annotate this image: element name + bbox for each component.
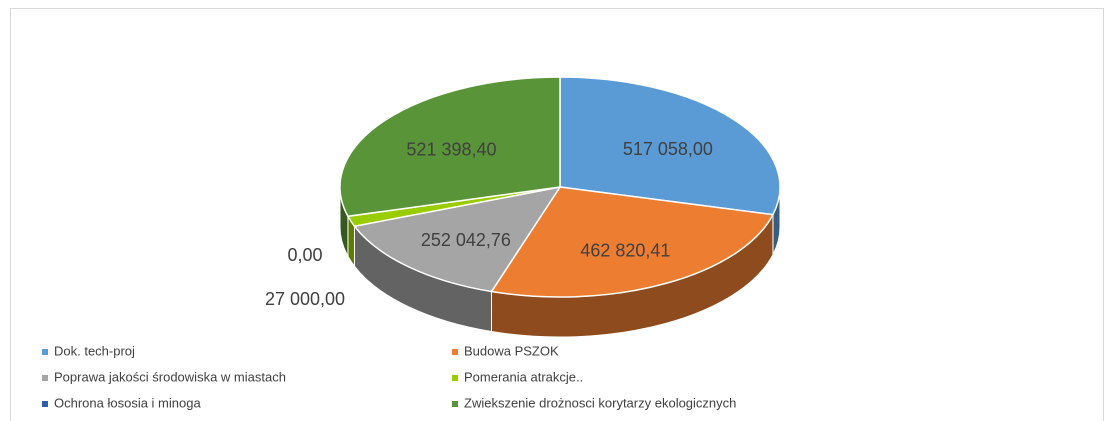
legend-swatch [42,349,48,355]
legend-swatch [452,375,458,381]
slice [559,76,781,216]
legend-label: Ochrona łososia i minoga [54,395,201,410]
data-label: 252 042,76 [421,230,511,250]
data-label: 27 000,00 [265,289,345,309]
legend-label: Zwiekszenie drożnosci korytarzy ekologic… [464,395,736,410]
legend-label: Dok. tech-proj [54,343,135,358]
legend-swatch [452,349,458,355]
slice [353,185,562,293]
legend-label: Budowa PSZOK [464,343,559,358]
legend-swatch [42,401,48,407]
slice [339,76,561,218]
legend-label: Poprawa jakości środowiska w miastach [54,369,286,384]
legend-swatch [42,375,48,381]
data-label: 462 820,41 [580,241,670,261]
legend-label: Pomerania atrakcje.. [464,369,583,384]
data-label: 517 058,00 [623,139,713,159]
legend-swatch [452,401,458,407]
slice [490,186,775,298]
data-label: 521 398,40 [406,139,496,159]
data-label: 0,00 [287,245,322,265]
